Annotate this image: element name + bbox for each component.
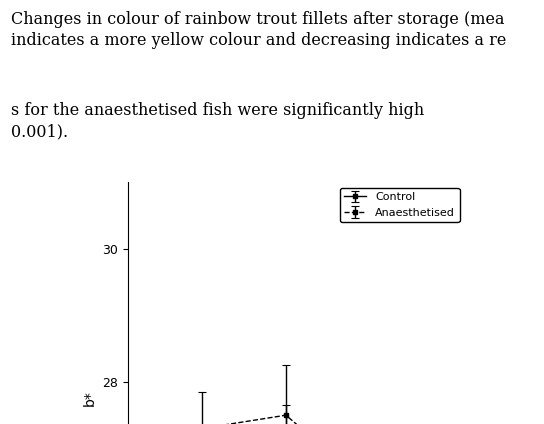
Text: Changes in colour of rainbow trout fillets after storage (mea: Changes in colour of rainbow trout fille… xyxy=(11,11,504,28)
Legend: Control, Anaesthetised: Control, Anaesthetised xyxy=(339,188,460,222)
Y-axis label: b*: b* xyxy=(83,391,97,407)
Text: s for the anaesthetised fish were significantly high: s for the anaesthetised fish were signif… xyxy=(11,102,424,119)
Text: indicates a more yellow colour and decreasing indicates a re: indicates a more yellow colour and decre… xyxy=(11,32,506,49)
Text: 0.001).: 0.001). xyxy=(11,123,68,140)
